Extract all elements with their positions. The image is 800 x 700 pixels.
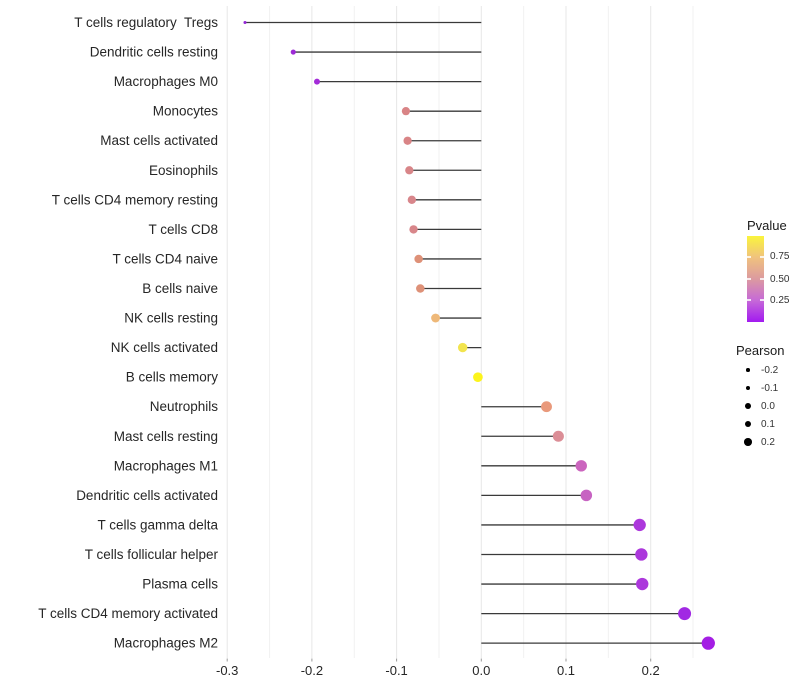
- data-point: [403, 136, 412, 145]
- data-point: [457, 342, 468, 353]
- pearson-legend: Pearson -0.2 -0.1 0.0 0.1 0.2: [736, 343, 785, 448]
- y-axis-label: T cells CD4 memory activated: [38, 606, 218, 621]
- y-axis-label: NK cells resting: [124, 311, 218, 326]
- y-axis-label: T cells CD4 naive: [112, 251, 218, 266]
- pearson-legend-item: 0.0: [740, 397, 778, 415]
- data-point: [314, 78, 320, 85]
- colorbar-tick-mark: [747, 299, 751, 301]
- data-point: [633, 518, 646, 532]
- colorbar-tick-mark: [747, 278, 751, 280]
- pearson-legend-title: Pearson: [736, 343, 785, 358]
- data-point: [409, 225, 418, 234]
- pearson-legend-dot-icon: [744, 420, 752, 428]
- pvalue-legend: Pvalue 0.75 0.50 0.25: [747, 218, 789, 322]
- data-point: [701, 636, 715, 650]
- pearson-legend-label: -0.1: [761, 382, 779, 394]
- data-point: [431, 313, 440, 323]
- data-point: [678, 607, 692, 621]
- pearson-legend-label: -0.2: [761, 364, 779, 376]
- pearson-legend-item: 0.1: [740, 415, 778, 433]
- x-axis-tick-label: 0.2: [642, 663, 660, 678]
- data-point: [635, 548, 648, 561]
- y-axis-label: Mast cells activated: [100, 133, 218, 148]
- y-axis-label: Eosinophils: [149, 163, 218, 178]
- y-axis-label: T cells follicular helper: [85, 547, 219, 562]
- x-axis-tick-label: 0.1: [557, 663, 575, 678]
- x-axis-tick-label: 0.0: [472, 663, 490, 678]
- pearson-legend-label: 0.1: [761, 418, 775, 430]
- y-axis-label: Plasma cells: [142, 577, 218, 592]
- pvalue-colorbar-gradient: [747, 236, 764, 322]
- data-point: [541, 401, 552, 413]
- data-point: [552, 430, 564, 442]
- x-axis-tick-label: -0.1: [385, 663, 407, 678]
- data-point: [575, 460, 587, 472]
- pvalue-tick-label: 0.50: [770, 273, 790, 285]
- pearson-legend-item: -0.1: [740, 379, 778, 397]
- y-axis-label: T cells regulatory Tregs: [74, 15, 218, 30]
- pvalue-tick-label: 0.75: [770, 251, 790, 263]
- y-axis-label: Dendritic cells activated: [76, 488, 218, 503]
- pearson-legend-label: 0.2: [761, 436, 775, 448]
- data-point: [580, 489, 593, 502]
- pearson-legend-dot-icon: [746, 368, 750, 372]
- y-axis-label: Monocytes: [153, 104, 219, 119]
- data-point: [636, 577, 649, 591]
- pearson-legend-dot-icon: [744, 438, 752, 446]
- pvalue-tick-label: 0.25: [770, 294, 790, 306]
- y-axis-label: B cells memory: [126, 370, 219, 385]
- y-axis-label: Mast cells resting: [114, 429, 218, 444]
- pearson-legend-item: 0.2: [740, 433, 778, 451]
- y-axis-label: Macrophages M2: [114, 636, 218, 651]
- y-axis-label: Macrophages M1: [114, 458, 218, 473]
- colorbar-tick-mark: [747, 255, 751, 258]
- colorbar-tick-mark: [760, 299, 764, 301]
- pearson-legend-label: 0.0: [761, 400, 775, 412]
- data-point: [473, 372, 483, 382]
- y-axis-label: B cells naive: [142, 281, 218, 296]
- y-axis-label: NK cells activated: [111, 340, 218, 355]
- pearson-legend-dot-icon: [745, 385, 751, 391]
- data-point: [405, 166, 414, 175]
- data-point: [407, 195, 417, 205]
- pearson-legend-item: -0.2: [740, 361, 778, 379]
- y-axis-label: T cells CD4 memory resting: [52, 192, 218, 207]
- pvalue-legend-title: Pvalue: [747, 218, 787, 233]
- y-axis-label: Macrophages M0: [114, 74, 218, 89]
- pearson-legend-dot-icon: [745, 403, 751, 409]
- data-point: [416, 284, 425, 293]
- y-axis-label: Dendritic cells resting: [90, 45, 218, 60]
- x-axis-tick-label: -0.3: [216, 663, 238, 678]
- y-axis-label: T cells CD8: [148, 222, 218, 237]
- x-axis-tick-label: -0.2: [301, 663, 323, 678]
- colorbar-tick-mark: [760, 255, 764, 258]
- data-point: [414, 254, 423, 264]
- data-point: [243, 20, 247, 25]
- data-point: [290, 49, 296, 55]
- colorbar-tick-mark: [760, 278, 764, 280]
- y-axis-label: Neutrophils: [150, 399, 219, 414]
- y-axis-label: T cells gamma delta: [97, 517, 218, 532]
- data-point: [401, 107, 411, 116]
